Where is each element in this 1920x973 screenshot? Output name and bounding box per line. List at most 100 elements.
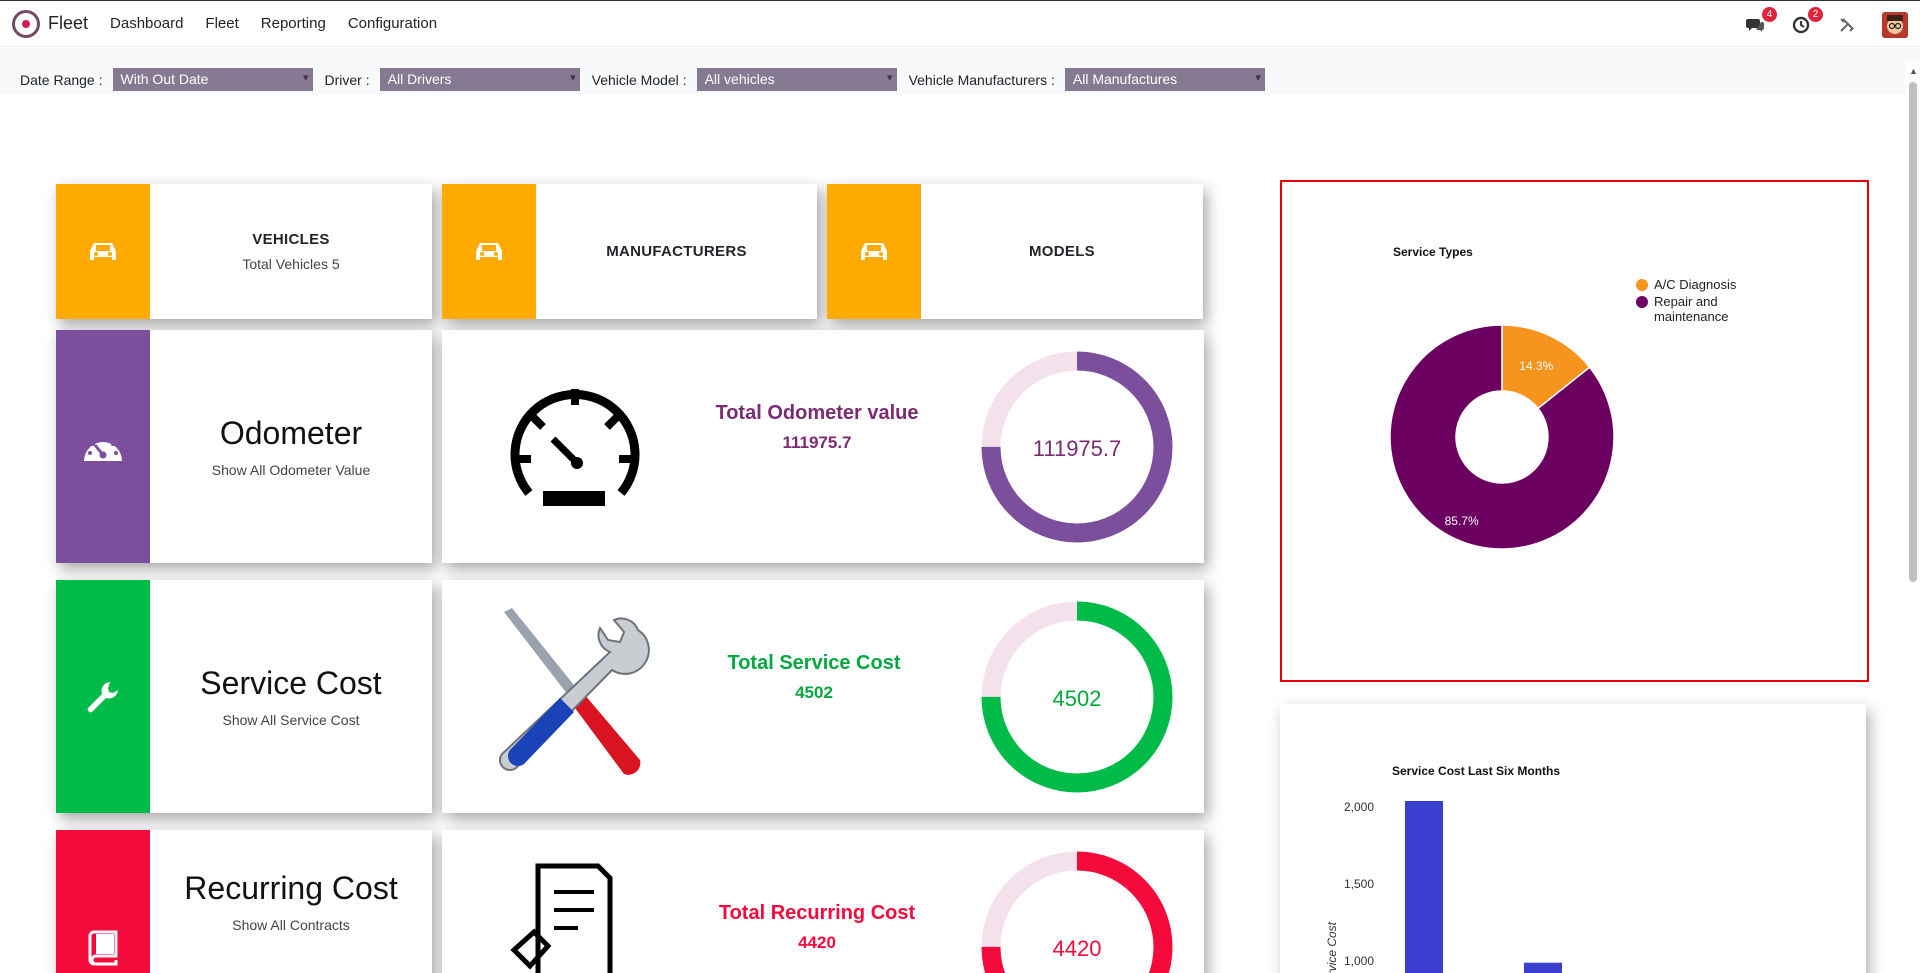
y-tick-1000: 1,000 (1344, 954, 1375, 968)
odometer-total-value: 111975.7 (782, 433, 852, 452)
models-tile-body: MODELS (921, 184, 1203, 319)
driver-label: Driver : (324, 71, 370, 88)
manufacturers-tile[interactable]: MANUFACTURERS (442, 184, 817, 319)
models-tile-icon-area (827, 184, 921, 319)
service-cost-card[interactable]: Service Cost Show All Service Cost (56, 580, 432, 813)
vehicle-model-label: Vehicle Model : (591, 71, 687, 88)
legend-dot-repair-maintenance (1636, 296, 1648, 308)
scroll-up-icon[interactable]: ▲ (1909, 66, 1918, 76)
scroll-thumb[interactable] (1909, 82, 1917, 582)
odometer-total: Total Odometer value 111975.7 (687, 402, 947, 453)
activities-button[interactable]: 2 (1790, 6, 1823, 36)
vehicles-subtitle: Total Vehicles 5 (242, 256, 340, 272)
six-months-bar-chart (1405, 801, 1562, 973)
legend-item-ac-diagnosis[interactable]: A/C Diagnosis (1636, 277, 1766, 292)
avatar (1882, 11, 1908, 38)
date-range-label: Date Range : (20, 71, 103, 88)
vehicle-model-select[interactable]: All vehicles (696, 68, 897, 91)
menu-item-dashboard[interactable]: Dashboard (110, 15, 184, 32)
activities-count-badge: 2 (1808, 6, 1823, 22)
book-icon (88, 930, 118, 965)
service-total: Total Service Cost 4502 (684, 652, 944, 703)
manufacturers-title: MANUFACTURERS (606, 243, 747, 260)
service-total-label: Total Service Cost (727, 652, 901, 674)
service-types-pie: 14.3% 85.7% (1389, 324, 1615, 550)
legend-label-ac-diagnosis: A/C Diagnosis (1654, 277, 1737, 292)
page-scrollbar[interactable]: ▲ (1905, 60, 1920, 973)
recurring-donut-value: 4420 (1053, 936, 1102, 961)
recurring-cost-title: Recurring Cost (184, 870, 398, 906)
vehicle-manufacturers-select[interactable]: All Manufactures (1064, 68, 1265, 91)
odometer-donut: 111975.7 (981, 351, 1173, 543)
recurring-total-value: 4420 (798, 933, 836, 952)
service-donut: 4502 (981, 601, 1173, 793)
car-icon (861, 242, 887, 260)
gauge-icon (84, 437, 122, 461)
pie-slice-1[interactable] (1389, 324, 1615, 550)
messages-button[interactable]: 4 (1744, 6, 1777, 36)
six-months-title: Service Cost Last Six Months (1392, 764, 1561, 778)
legend-item-repair-maintenance[interactable]: Repair and maintenance (1636, 294, 1766, 324)
legend-dot-ac-diagnosis (1636, 279, 1648, 291)
recurring-donut: 4420 (981, 851, 1173, 973)
service-donut-arc (981, 601, 1173, 793)
recurring-cost-icon-area (56, 830, 150, 973)
user-avatar[interactable] (1882, 11, 1908, 38)
odometer-donut-value: 111975.7 (1033, 436, 1122, 461)
menu-item-fleet[interactable]: Fleet (205, 15, 239, 32)
bar-0[interactable] (1405, 801, 1443, 973)
service-donut-value: 4502 (1053, 686, 1102, 711)
wrench-icon (1840, 17, 1854, 32)
odometer-icon-area (56, 330, 150, 563)
screwdriver-wrench-icon (499, 608, 650, 775)
app-title: Fleet (48, 13, 89, 33)
wrench-icon (87, 681, 118, 712)
recurring-total: Total Recurring Cost 4420 (687, 902, 947, 953)
filter-bar-background (0, 48, 1920, 94)
speedometer-icon (510, 389, 640, 506)
models-title: MODELS (1029, 243, 1095, 260)
recurring-cost-subtitle: Show All Contracts (232, 917, 350, 933)
odometer-total-card: Total Odometer value 111975.7 111975.7 (442, 330, 1204, 563)
menu-item-configuration[interactable]: Configuration (347, 15, 438, 32)
car-icon (476, 242, 502, 260)
service-total-value: 4502 (795, 683, 833, 702)
driver-select[interactable]: All Drivers (379, 68, 580, 91)
vehicles-tile-icon-area (56, 184, 150, 319)
vehicle-manufacturers-label: Vehicle Manufacturers : (908, 71, 1055, 88)
pie-label-0: 14.3% (1519, 359, 1553, 373)
menu-item-reporting[interactable]: Reporting (260, 15, 326, 32)
steering-wheel-icon (12, 9, 40, 38)
service-cost-subtitle: Show All Service Cost (222, 712, 360, 728)
odometer-donut-arc (981, 351, 1173, 543)
vehicles-tile-body: VEHICLES Total Vehicles 5 (150, 184, 432, 319)
service-total-card: Total Service Cost 4502 4502 (442, 580, 1204, 813)
debug-button[interactable] (1836, 14, 1858, 36)
bar-1[interactable] (1524, 962, 1562, 973)
chat-icon (1746, 18, 1764, 32)
brand[interactable]: Fleet (12, 9, 89, 38)
service-types-title: Service Types (1393, 245, 1473, 259)
recurring-donut-arc (981, 851, 1173, 973)
legend-label-repair-maintenance: Repair and maintenance (1654, 294, 1729, 324)
vehicles-tile[interactable]: VEHICLES Total Vehicles 5 (56, 184, 432, 319)
service-cost-title: Service Cost (200, 665, 382, 701)
recurring-cost-card[interactable]: Recurring Cost Show All Contracts (56, 830, 432, 973)
recurring-total-label: Total Recurring Cost (718, 902, 916, 924)
odometer-card-body: Odometer Show All Odometer Value (150, 330, 432, 563)
contract-document-icon (510, 863, 613, 973)
messages-count-badge: 4 (1762, 6, 1777, 22)
y-tick-2000: 2,000 (1344, 800, 1375, 814)
systray: 4 2 (1720, 1, 1908, 48)
odometer-title: Odometer (219, 415, 363, 451)
service-types-panel: Service Types 14.3% 85.7% A/C Diagnosis R… (1280, 180, 1869, 682)
odometer-card[interactable]: Odometer Show All Odometer Value (56, 330, 432, 563)
date-range-select[interactable]: With Out Date (112, 68, 313, 91)
models-tile[interactable]: MODELS (827, 184, 1203, 319)
car-icon (90, 242, 116, 260)
top-navbar: Fleet Dashboard Fleet Reporting Configur… (0, 0, 1920, 47)
service-cost-icon-area (56, 580, 150, 813)
filter-bar: Date Range : With Out Date Driver : All … (20, 68, 1277, 91)
service-cost-card-body: Service Cost Show All Service Cost (150, 580, 432, 813)
y-tick-1500: 1,500 (1344, 877, 1375, 891)
